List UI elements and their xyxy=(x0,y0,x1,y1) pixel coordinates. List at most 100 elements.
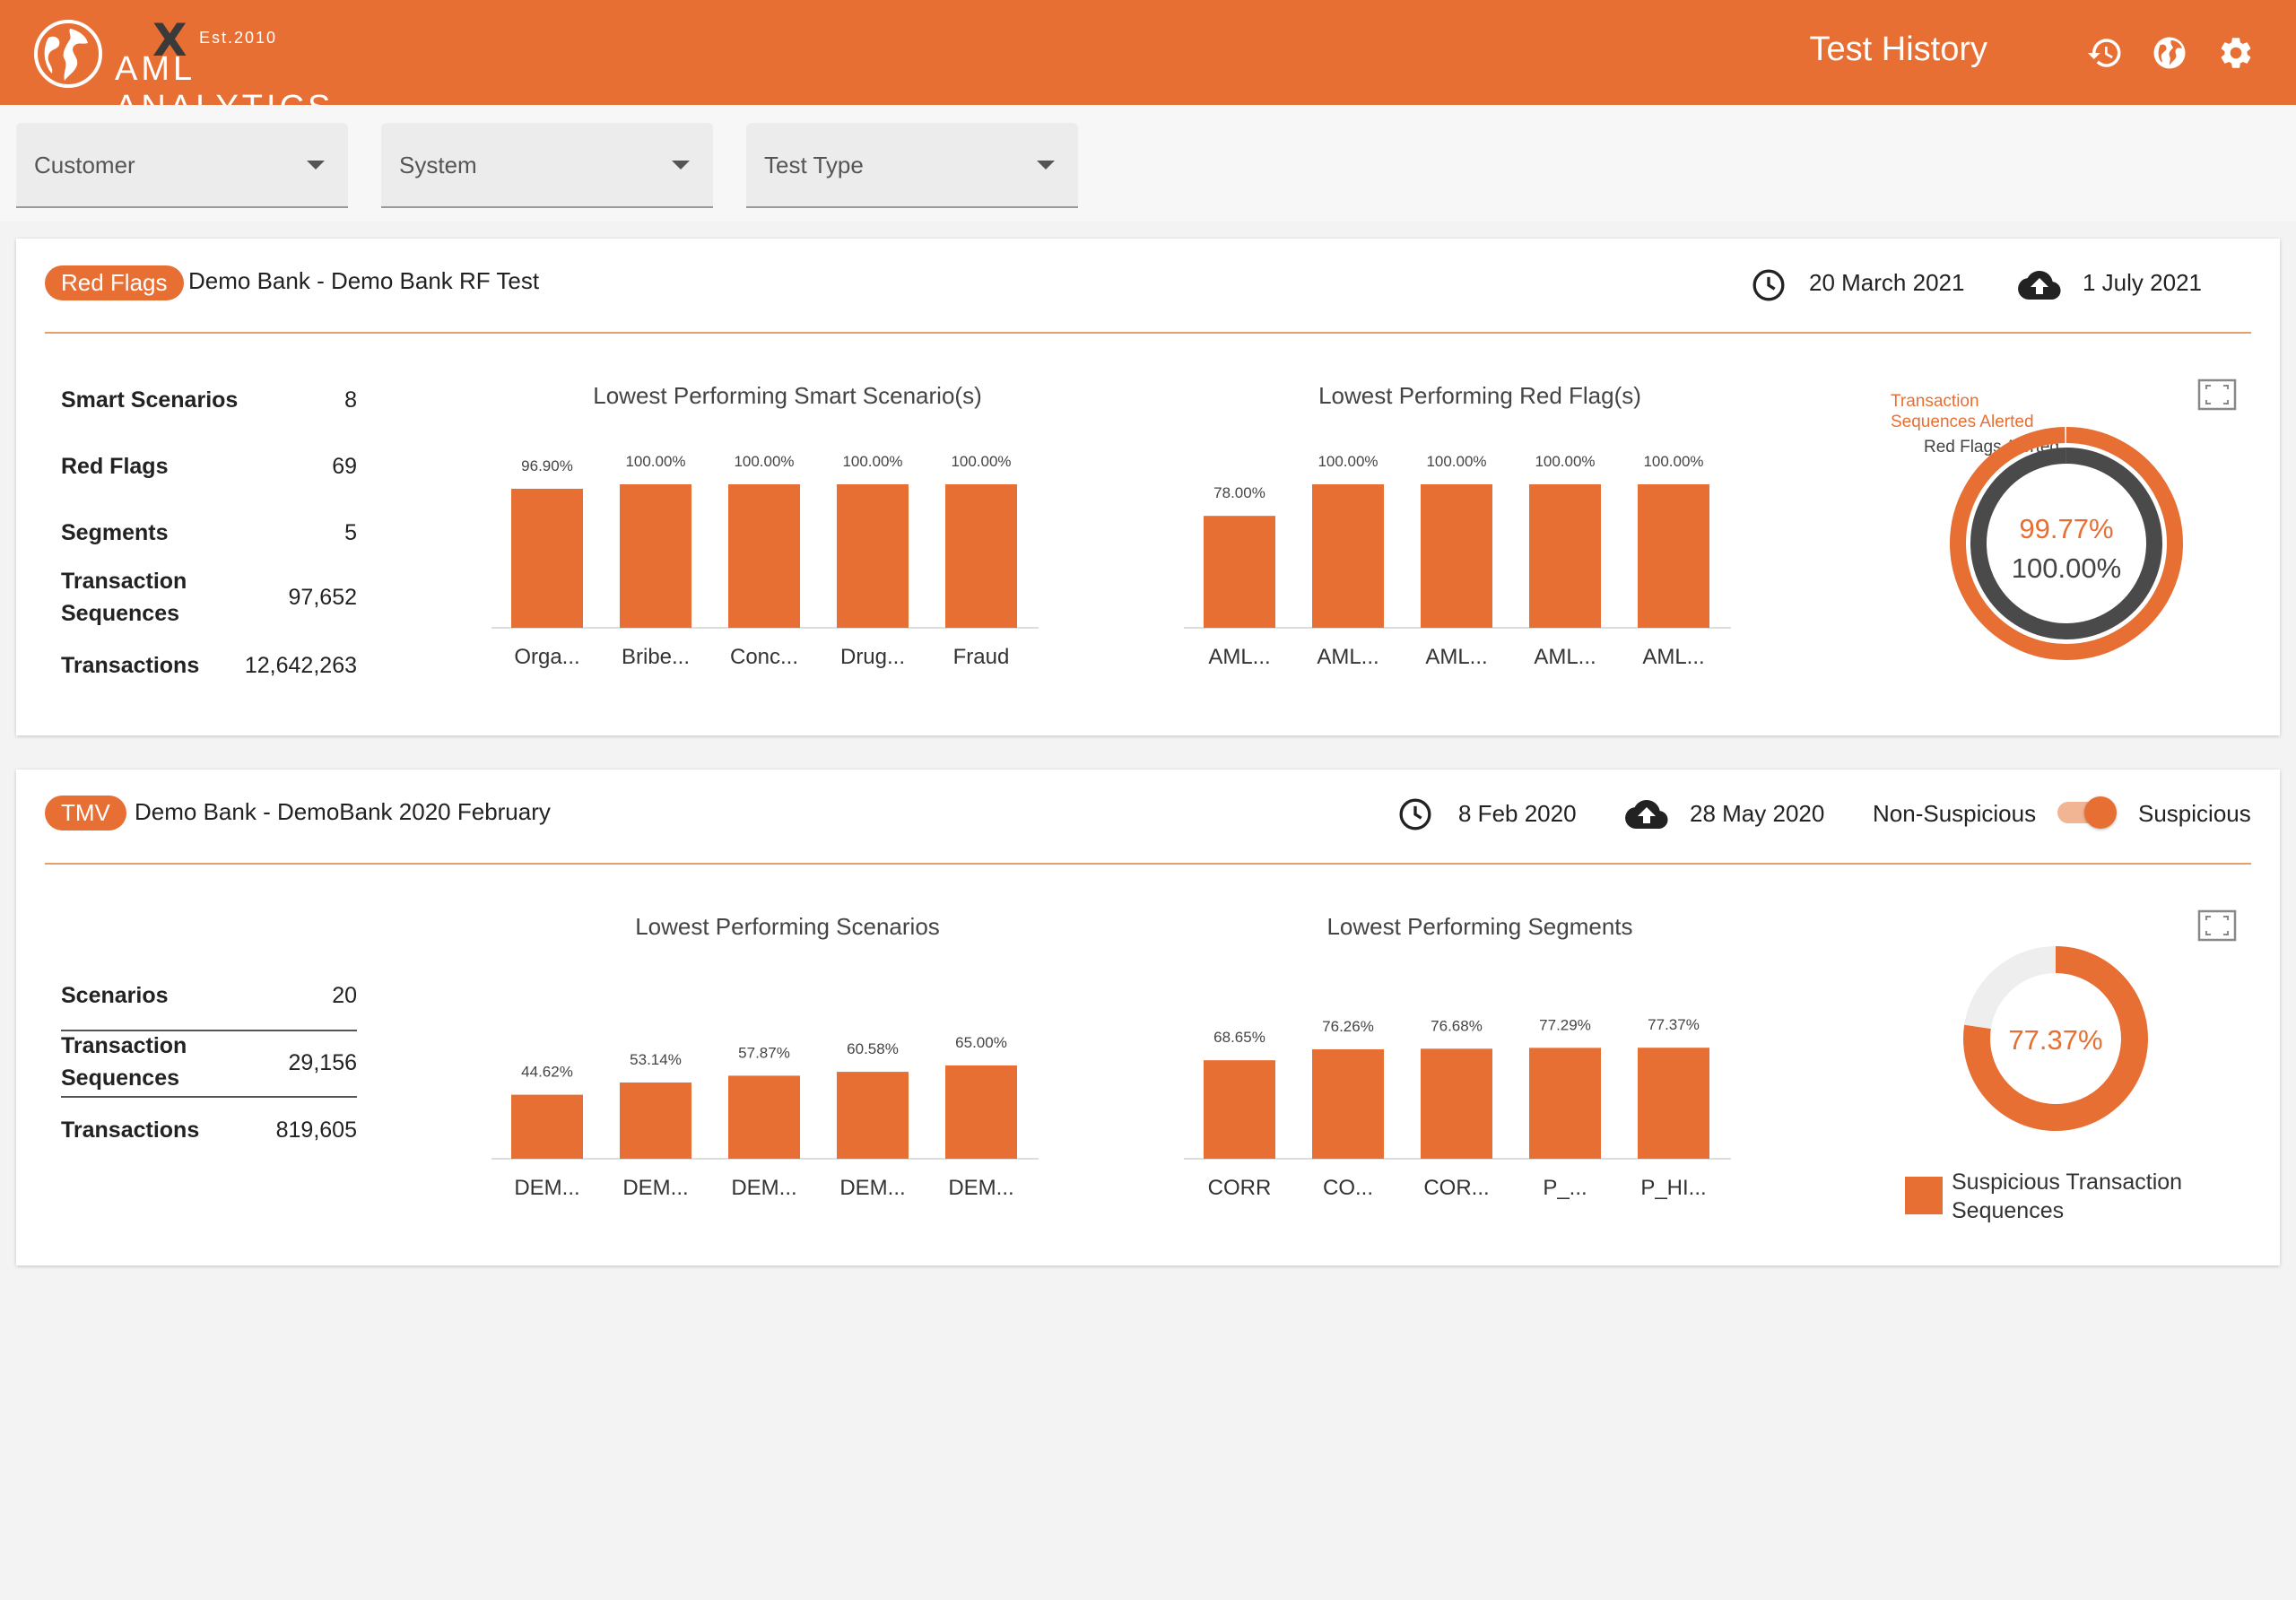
bar[interactable] xyxy=(1204,516,1275,628)
donut-inner-arc xyxy=(1970,448,2162,639)
logo-established: Est.2010 xyxy=(199,29,278,47)
bar[interactable] xyxy=(1638,1048,1709,1159)
suspicious-toggle[interactable] xyxy=(2052,795,2122,830)
customer-select-label: Customer xyxy=(34,152,135,178)
globe-icon[interactable] xyxy=(2151,34,2188,72)
legend-swatch xyxy=(1905,1177,1943,1214)
test-type-select[interactable]: Test Type xyxy=(746,123,1078,208)
category-tick-label: P_... xyxy=(1543,1176,1587,1200)
category-tick-label: DEM... xyxy=(948,1176,1013,1200)
bar-value-label: 100.00% xyxy=(1318,453,1378,470)
bar-value-label: 100.00% xyxy=(1643,453,1703,470)
stat-label-red-flags: Red Flags xyxy=(61,454,169,479)
chart-title-smart-scenarios: Lowest Performing Smart Scenario(s) xyxy=(593,382,982,409)
stat-label-scenarios: Scenarios xyxy=(61,983,169,1008)
card-divider xyxy=(45,332,2251,334)
category-tick-label: Fraud xyxy=(953,645,1010,669)
category-tick-label: Conc... xyxy=(730,645,798,669)
filter-bar: Customer System Test Type xyxy=(0,105,2296,222)
clock-icon xyxy=(1752,269,1785,301)
category-tick-label: P_HI... xyxy=(1640,1176,1706,1200)
bar[interactable] xyxy=(1312,1048,1384,1159)
category-tick-label: AML... xyxy=(1534,645,1596,669)
category-tick-label: Bribe... xyxy=(622,645,690,669)
bar[interactable] xyxy=(511,488,583,628)
upload-date: 28 May 2020 xyxy=(1690,800,1825,827)
bar[interactable] xyxy=(1421,484,1492,628)
bar[interactable] xyxy=(1638,484,1709,628)
toggle-label-suspicious: Suspicious xyxy=(2138,800,2251,827)
bar-value-label: 44.62% xyxy=(521,1064,573,1081)
toggle-label-non-suspicious: Non-Suspicious xyxy=(1873,800,2037,827)
bar[interactable] xyxy=(620,484,691,628)
history-icon[interactable] xyxy=(2086,34,2124,72)
bar[interactable] xyxy=(1204,1060,1275,1159)
test-card-tmv[interactable]: TMV Demo Bank - DemoBank 2020 February 8… xyxy=(16,770,2280,1265)
category-tick-label: CORR xyxy=(1208,1176,1272,1200)
brand-logo[interactable]: X Est.2010 AML ANALYTICS xyxy=(32,13,409,126)
bar-chart-scenarios: 44.62% DEM... 53.14% DEM... 57.87% DEM... 60.5… xyxy=(491,1034,1039,1200)
bar-chart-smart-scenarios: 96.90% Orga... 100.00% Bribe... 100.00% Conc.… xyxy=(491,453,1039,669)
system-select[interactable]: System xyxy=(381,123,713,208)
bar[interactable] xyxy=(620,1082,691,1159)
bar-value-label: 100.00% xyxy=(734,453,794,470)
bar[interactable] xyxy=(1529,484,1601,628)
bar[interactable] xyxy=(728,484,800,628)
donut-value: 77.37% xyxy=(2008,1024,2102,1056)
stat-value-scenarios: 20 xyxy=(332,983,357,1008)
bar-chart-red-flags: 78.00% AML... 100.00% AML... 100.00% AML... 10… xyxy=(1184,453,1731,669)
stat-value-smart-scenarios: 8 xyxy=(344,387,357,413)
donut-outer-label: Transaction Sequences Alerted xyxy=(1891,392,2034,431)
test-type-select-label: Test Type xyxy=(764,152,864,178)
stat-value-transactions: 12,642,263 xyxy=(244,653,357,678)
cloud-upload-icon xyxy=(1625,800,1668,829)
test-card-red-flags[interactable]: Red Flags Demo Bank - Demo Bank RF Test … xyxy=(16,239,2280,735)
caret-down-icon xyxy=(307,161,325,170)
bar-value-label: 96.90% xyxy=(521,457,573,474)
stat-label-transactions: Transactions xyxy=(61,653,200,678)
stat-label-transactions: Transactions xyxy=(61,1117,200,1143)
bar-value-label: 77.37% xyxy=(1648,1016,1700,1033)
bar[interactable] xyxy=(945,484,1017,628)
bar[interactable] xyxy=(837,484,909,628)
settings-icon[interactable] xyxy=(2217,34,2255,72)
stat-value-red-flags: 69 xyxy=(332,454,357,479)
alert-donut-chart: 99.77% 100.00% xyxy=(1950,427,2183,660)
globe-logo-icon xyxy=(34,20,102,88)
category-tick-label: DEM... xyxy=(731,1176,796,1200)
bar-value-label: 77.29% xyxy=(1539,1016,1591,1033)
customer-select[interactable]: Customer xyxy=(16,123,348,208)
toggle-knob xyxy=(2084,796,2117,829)
bar-value-label: 78.00% xyxy=(1213,484,1265,501)
caret-down-icon xyxy=(1037,161,1055,170)
stat-value-transactions: 819,605 xyxy=(275,1117,357,1143)
bar[interactable] xyxy=(728,1075,800,1159)
expand-icon[interactable] xyxy=(2197,378,2237,411)
chart-title-segments: Lowest Performing Segments xyxy=(1326,913,1633,940)
expand-icon[interactable] xyxy=(2197,909,2237,942)
category-tick-label: COR... xyxy=(1423,1176,1489,1200)
category-tick-label: AML... xyxy=(1317,645,1378,669)
category-tick-label: CO... xyxy=(1323,1176,1373,1200)
bar-value-label: 60.58% xyxy=(847,1040,899,1057)
stat-value-transaction-sequences: 97,652 xyxy=(288,585,357,610)
card-title: Demo Bank - DemoBank 2020 February xyxy=(135,798,551,825)
donut-outer-value: 99.77% xyxy=(2019,513,2113,544)
card-divider xyxy=(45,863,2251,865)
category-tick-label: Orga... xyxy=(514,645,579,669)
app-header: X Est.2010 AML ANALYTICS Test History xyxy=(0,0,2296,126)
donut-outer-arc xyxy=(1950,427,2183,660)
bar[interactable] xyxy=(1529,1048,1601,1159)
category-tick-label: AML... xyxy=(1642,645,1704,669)
chart-title-red-flags: Lowest Performing Red Flag(s) xyxy=(1318,382,1641,409)
stat-divider xyxy=(61,1030,357,1031)
stat-label-transaction-sequences: Transaction Sequences xyxy=(61,569,187,626)
bar[interactable] xyxy=(837,1072,909,1159)
bar[interactable] xyxy=(1312,484,1384,628)
bar-value-label: 53.14% xyxy=(630,1051,682,1068)
bar-value-label: 100.00% xyxy=(1426,453,1486,470)
bar[interactable] xyxy=(511,1094,583,1159)
bar[interactable] xyxy=(1421,1048,1492,1159)
bar[interactable] xyxy=(945,1065,1017,1159)
stat-value-segments: 5 xyxy=(344,520,357,545)
